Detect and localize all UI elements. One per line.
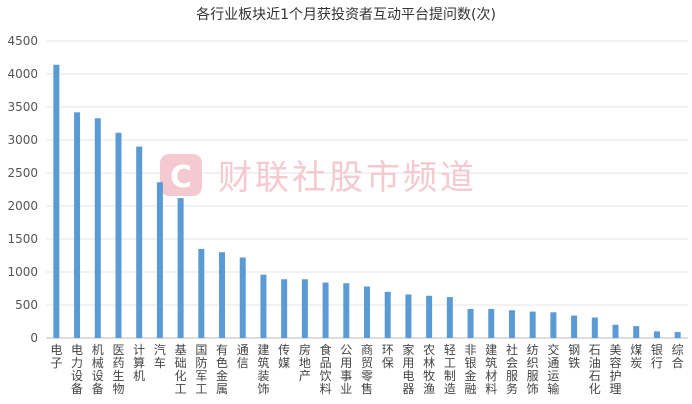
bar: [529, 311, 536, 338]
y-axis-ticks: 0 500 1000 1500 2000 2500 3000 3500 4000 4500: [7, 34, 38, 345]
bar: [591, 317, 598, 338]
x-tick-label: 基础化工: [175, 343, 187, 396]
y-tick-label: 2000: [7, 199, 38, 213]
x-tick-label: 钢铁: [568, 343, 580, 370]
bar: [322, 282, 329, 338]
bar: [364, 286, 370, 338]
y-tick-label: 3000: [7, 133, 38, 147]
watermark-logo-letter: C: [170, 160, 192, 195]
y-tick-label: 4000: [7, 67, 38, 81]
bar: [343, 283, 350, 338]
bar: [653, 331, 660, 338]
x-tick-label: 国防军工: [195, 343, 207, 396]
bar: [239, 257, 246, 338]
bar: [674, 332, 681, 338]
bar: [426, 295, 433, 338]
bar: [136, 146, 143, 338]
bar: [53, 64, 60, 338]
x-tick-label: 煤炭: [630, 343, 642, 370]
y-tick-label: 1500: [7, 232, 38, 246]
bar: [446, 297, 453, 338]
bar: [281, 279, 288, 338]
bar: [219, 252, 226, 338]
bar: [115, 132, 122, 338]
y-tick-label: 3500: [7, 100, 38, 114]
x-tick-label: 社会服务: [506, 342, 518, 396]
bars: [53, 64, 681, 338]
bar: [508, 310, 515, 338]
x-tick-label: 商贸零售: [361, 342, 373, 396]
x-tick-label: 综合: [672, 343, 684, 370]
x-tick-label: 公用事业: [340, 343, 352, 396]
y-tick-label: 0: [30, 331, 38, 345]
bar: [405, 294, 412, 338]
x-tick-label: 环保: [382, 343, 394, 370]
chart-title: 各行业板块近1个月获投资者互动平台提问数(次): [196, 7, 496, 23]
bar: [571, 315, 578, 338]
bar: [612, 324, 619, 338]
x-tick-label: 房地产: [299, 342, 311, 383]
x-tick-label: 银行: [651, 343, 663, 370]
x-tick-label: 建筑材料: [485, 343, 497, 396]
x-tick-label: 传媒: [278, 342, 290, 370]
watermark: C 财联社股市频道: [160, 154, 477, 198]
bar: [467, 308, 474, 338]
x-axis-labels: 电子电力设备机械设备医药生物计算机汽车基础化工国防军工有色金属通信建筑装饰传媒房…: [50, 342, 683, 396]
bar: [633, 326, 640, 338]
y-tick-label: 500: [15, 298, 38, 312]
bar: [488, 308, 495, 338]
bar: [198, 248, 205, 338]
x-tick-label: 电子: [50, 343, 62, 370]
bar: [301, 279, 308, 338]
x-tick-label: 家用电器: [402, 342, 414, 396]
y-tick-label: 1000: [7, 265, 38, 279]
x-tick-label: 石油石化: [589, 343, 601, 396]
bar: [156, 182, 163, 338]
bar: [177, 198, 184, 338]
watermark-logo: [160, 154, 202, 196]
x-tick-label: 计算机: [133, 343, 145, 383]
x-tick-label: 食品饮料: [320, 342, 332, 396]
x-tick-label: 汽车: [154, 342, 166, 370]
bar: [74, 112, 81, 338]
x-tick-label: 非银金融: [465, 343, 477, 396]
watermark-text: 财联社股市频道: [218, 158, 477, 198]
x-tick-label: 电力设备: [71, 343, 83, 396]
y-tick-label: 2500: [7, 166, 38, 180]
x-tick-label: 轻工制造: [444, 343, 456, 396]
x-tick-label: 建筑装饰: [257, 343, 269, 396]
x-tick-label: 交通运输: [547, 342, 559, 396]
x-tick-label: 医药生物: [112, 343, 124, 396]
x-tick-label: 通信: [237, 343, 249, 370]
x-tick-label: 农林牧渔: [423, 343, 435, 396]
bar: [384, 291, 391, 338]
bar: [260, 274, 267, 338]
x-tick-label: 有色金属: [216, 343, 228, 396]
x-tick-label: 纺织服饰: [527, 343, 539, 396]
bar: [550, 312, 557, 338]
x-tick-label: 美容护理: [610, 343, 622, 396]
x-tick-label: 机械设备: [92, 343, 104, 396]
y-tick-label: 4500: [7, 34, 38, 48]
bar: [94, 118, 101, 338]
